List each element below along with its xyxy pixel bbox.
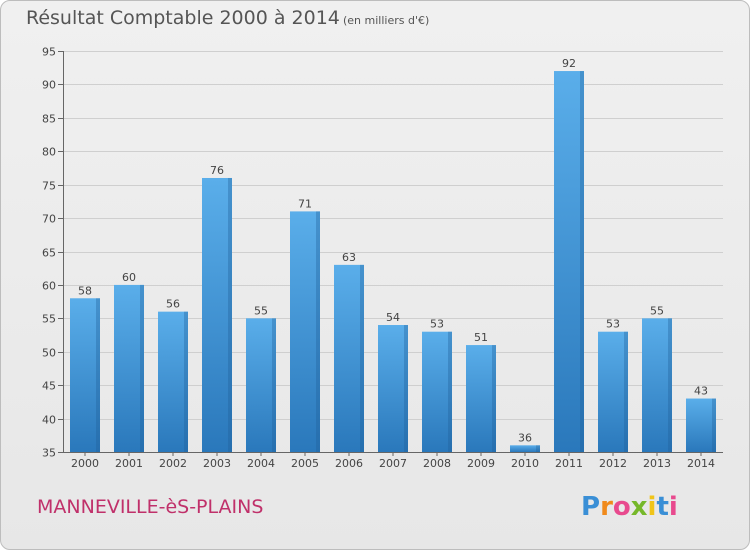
data-label: 36 bbox=[518, 431, 532, 444]
bar-shade bbox=[228, 177, 232, 452]
data-label: 55 bbox=[650, 304, 664, 317]
x-tick-label: 2012 bbox=[599, 457, 627, 470]
chart-title: Résultat Comptable 2000 à 2014 bbox=[26, 7, 340, 29]
data-label: 76 bbox=[210, 164, 224, 177]
bar-shade bbox=[668, 318, 672, 452]
bar-shade bbox=[316, 211, 320, 452]
bar bbox=[510, 445, 540, 452]
y-tick-label: 50 bbox=[42, 347, 56, 360]
x-tick-label: 2003 bbox=[203, 457, 231, 470]
data-label: 43 bbox=[694, 385, 708, 398]
bar bbox=[686, 398, 716, 452]
x-tick-label: 2008 bbox=[423, 457, 451, 470]
bar-shade bbox=[536, 445, 540, 452]
data-label: 60 bbox=[122, 271, 136, 284]
y-tick-label: 90 bbox=[42, 79, 56, 92]
x-tick-label: 2007 bbox=[379, 457, 407, 470]
y-tick-label: 35 bbox=[42, 447, 56, 460]
x-tick-label: 2011 bbox=[555, 457, 583, 470]
bar-chart: 35 40 45 50 55 60 65 70 75 80 85 90 95 58 2000 60 2001 5… bbox=[42, 46, 723, 470]
y-tick-label: 95 bbox=[42, 46, 56, 59]
x-tick-label: 2006 bbox=[335, 457, 363, 470]
data-label: 58 bbox=[78, 284, 92, 297]
data-label: 92 bbox=[562, 57, 576, 70]
y-tick-label: 55 bbox=[42, 313, 56, 326]
x-tick-label: 2004 bbox=[247, 457, 275, 470]
bar bbox=[290, 211, 320, 452]
y-tick-label: 70 bbox=[42, 213, 56, 226]
bar-shade bbox=[184, 311, 188, 452]
data-label: 54 bbox=[386, 311, 400, 324]
bar-shade bbox=[272, 318, 276, 452]
x-tick-label: 2001 bbox=[115, 457, 143, 470]
y-tick-label: 75 bbox=[42, 180, 56, 193]
data-label: 63 bbox=[342, 251, 356, 264]
data-label: 55 bbox=[254, 304, 268, 317]
bar-shade bbox=[96, 298, 100, 452]
data-label: 71 bbox=[298, 197, 312, 210]
bar bbox=[466, 345, 496, 452]
y-tick-label: 65 bbox=[42, 247, 56, 260]
bar-shade bbox=[624, 331, 628, 452]
svg-text:Proxiti: Proxiti bbox=[581, 492, 678, 522]
unit-note: (en milliers d'€) bbox=[343, 14, 430, 27]
bar bbox=[246, 318, 276, 452]
y-tick-label: 60 bbox=[42, 280, 56, 293]
bar bbox=[114, 284, 144, 452]
x-tick-label: 2014 bbox=[687, 457, 715, 470]
bar-shade bbox=[404, 325, 408, 452]
bar-shade bbox=[580, 71, 584, 453]
commune-name: MANNEVILLE-èS-PLAINS bbox=[37, 496, 264, 518]
x-tick-label: 2000 bbox=[71, 457, 99, 470]
bar bbox=[158, 311, 188, 452]
y-tick-label: 80 bbox=[42, 146, 56, 159]
data-label: 53 bbox=[606, 318, 620, 331]
x-tick-label: 2010 bbox=[511, 457, 539, 470]
bar bbox=[598, 331, 628, 452]
x-tick-label: 2005 bbox=[291, 457, 319, 470]
bar bbox=[202, 177, 232, 452]
y-tick-label: 40 bbox=[42, 414, 56, 427]
y-tick-label: 85 bbox=[42, 113, 56, 126]
x-tick-label: 2013 bbox=[643, 457, 671, 470]
bar-shade bbox=[712, 398, 716, 452]
bar bbox=[554, 71, 584, 453]
data-label: 51 bbox=[474, 331, 488, 344]
y-tick-label: 45 bbox=[42, 380, 56, 393]
proxiti-logo: Proxiti bbox=[581, 492, 678, 522]
bar-shade bbox=[448, 331, 452, 452]
bar bbox=[378, 325, 408, 452]
bar-shade bbox=[360, 264, 364, 452]
x-tick-label: 2009 bbox=[467, 457, 495, 470]
bar bbox=[334, 264, 364, 452]
x-tick-label: 2002 bbox=[159, 457, 187, 470]
bar-shade bbox=[492, 345, 496, 452]
bar-shade bbox=[140, 284, 144, 452]
bar bbox=[70, 298, 100, 452]
data-label: 56 bbox=[166, 298, 180, 311]
bar bbox=[642, 318, 672, 452]
bar bbox=[422, 331, 452, 452]
data-label: 53 bbox=[430, 318, 444, 331]
